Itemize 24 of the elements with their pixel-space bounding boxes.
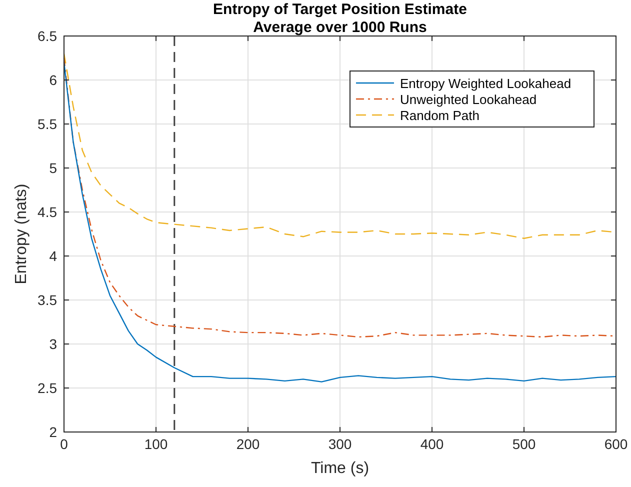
- legend-label: Unweighted Lookahead: [400, 92, 537, 107]
- x-tick-label: 300: [328, 436, 352, 452]
- legend-label: Entropy Weighted Lookahead: [400, 76, 572, 91]
- x-tick-label: 0: [60, 436, 68, 452]
- y-tick-label: 2.5: [38, 380, 58, 396]
- x-tick-label: 200: [236, 436, 260, 452]
- y-tick-label: 4.5: [38, 204, 58, 220]
- y-axis-title: Entropy (nats): [13, 184, 30, 284]
- x-tick-label: 600: [604, 436, 628, 452]
- x-tick-label: 400: [420, 436, 444, 452]
- y-tick-label: 3: [49, 336, 58, 352]
- y-tick-label: 2: [49, 424, 58, 440]
- y-tick-label: 6: [49, 72, 58, 88]
- y-tick-label: 5.5: [38, 116, 58, 132]
- y-tick-label: 4: [49, 248, 58, 264]
- x-tick-label: 500: [512, 436, 536, 452]
- x-axis-title: Time (s): [310, 460, 370, 477]
- chart-title: Entropy of Target Position Estimate Average over 1000 Runs: [213, 1, 467, 36]
- y-tick-label: 3.5: [38, 292, 58, 308]
- y-tick-label: 5: [49, 160, 58, 176]
- line-series: [63, 62, 617, 382]
- x-tick-label: 100: [144, 436, 168, 452]
- legend-label: Random Path: [400, 108, 480, 123]
- y-tick-label: 6.5: [38, 28, 58, 44]
